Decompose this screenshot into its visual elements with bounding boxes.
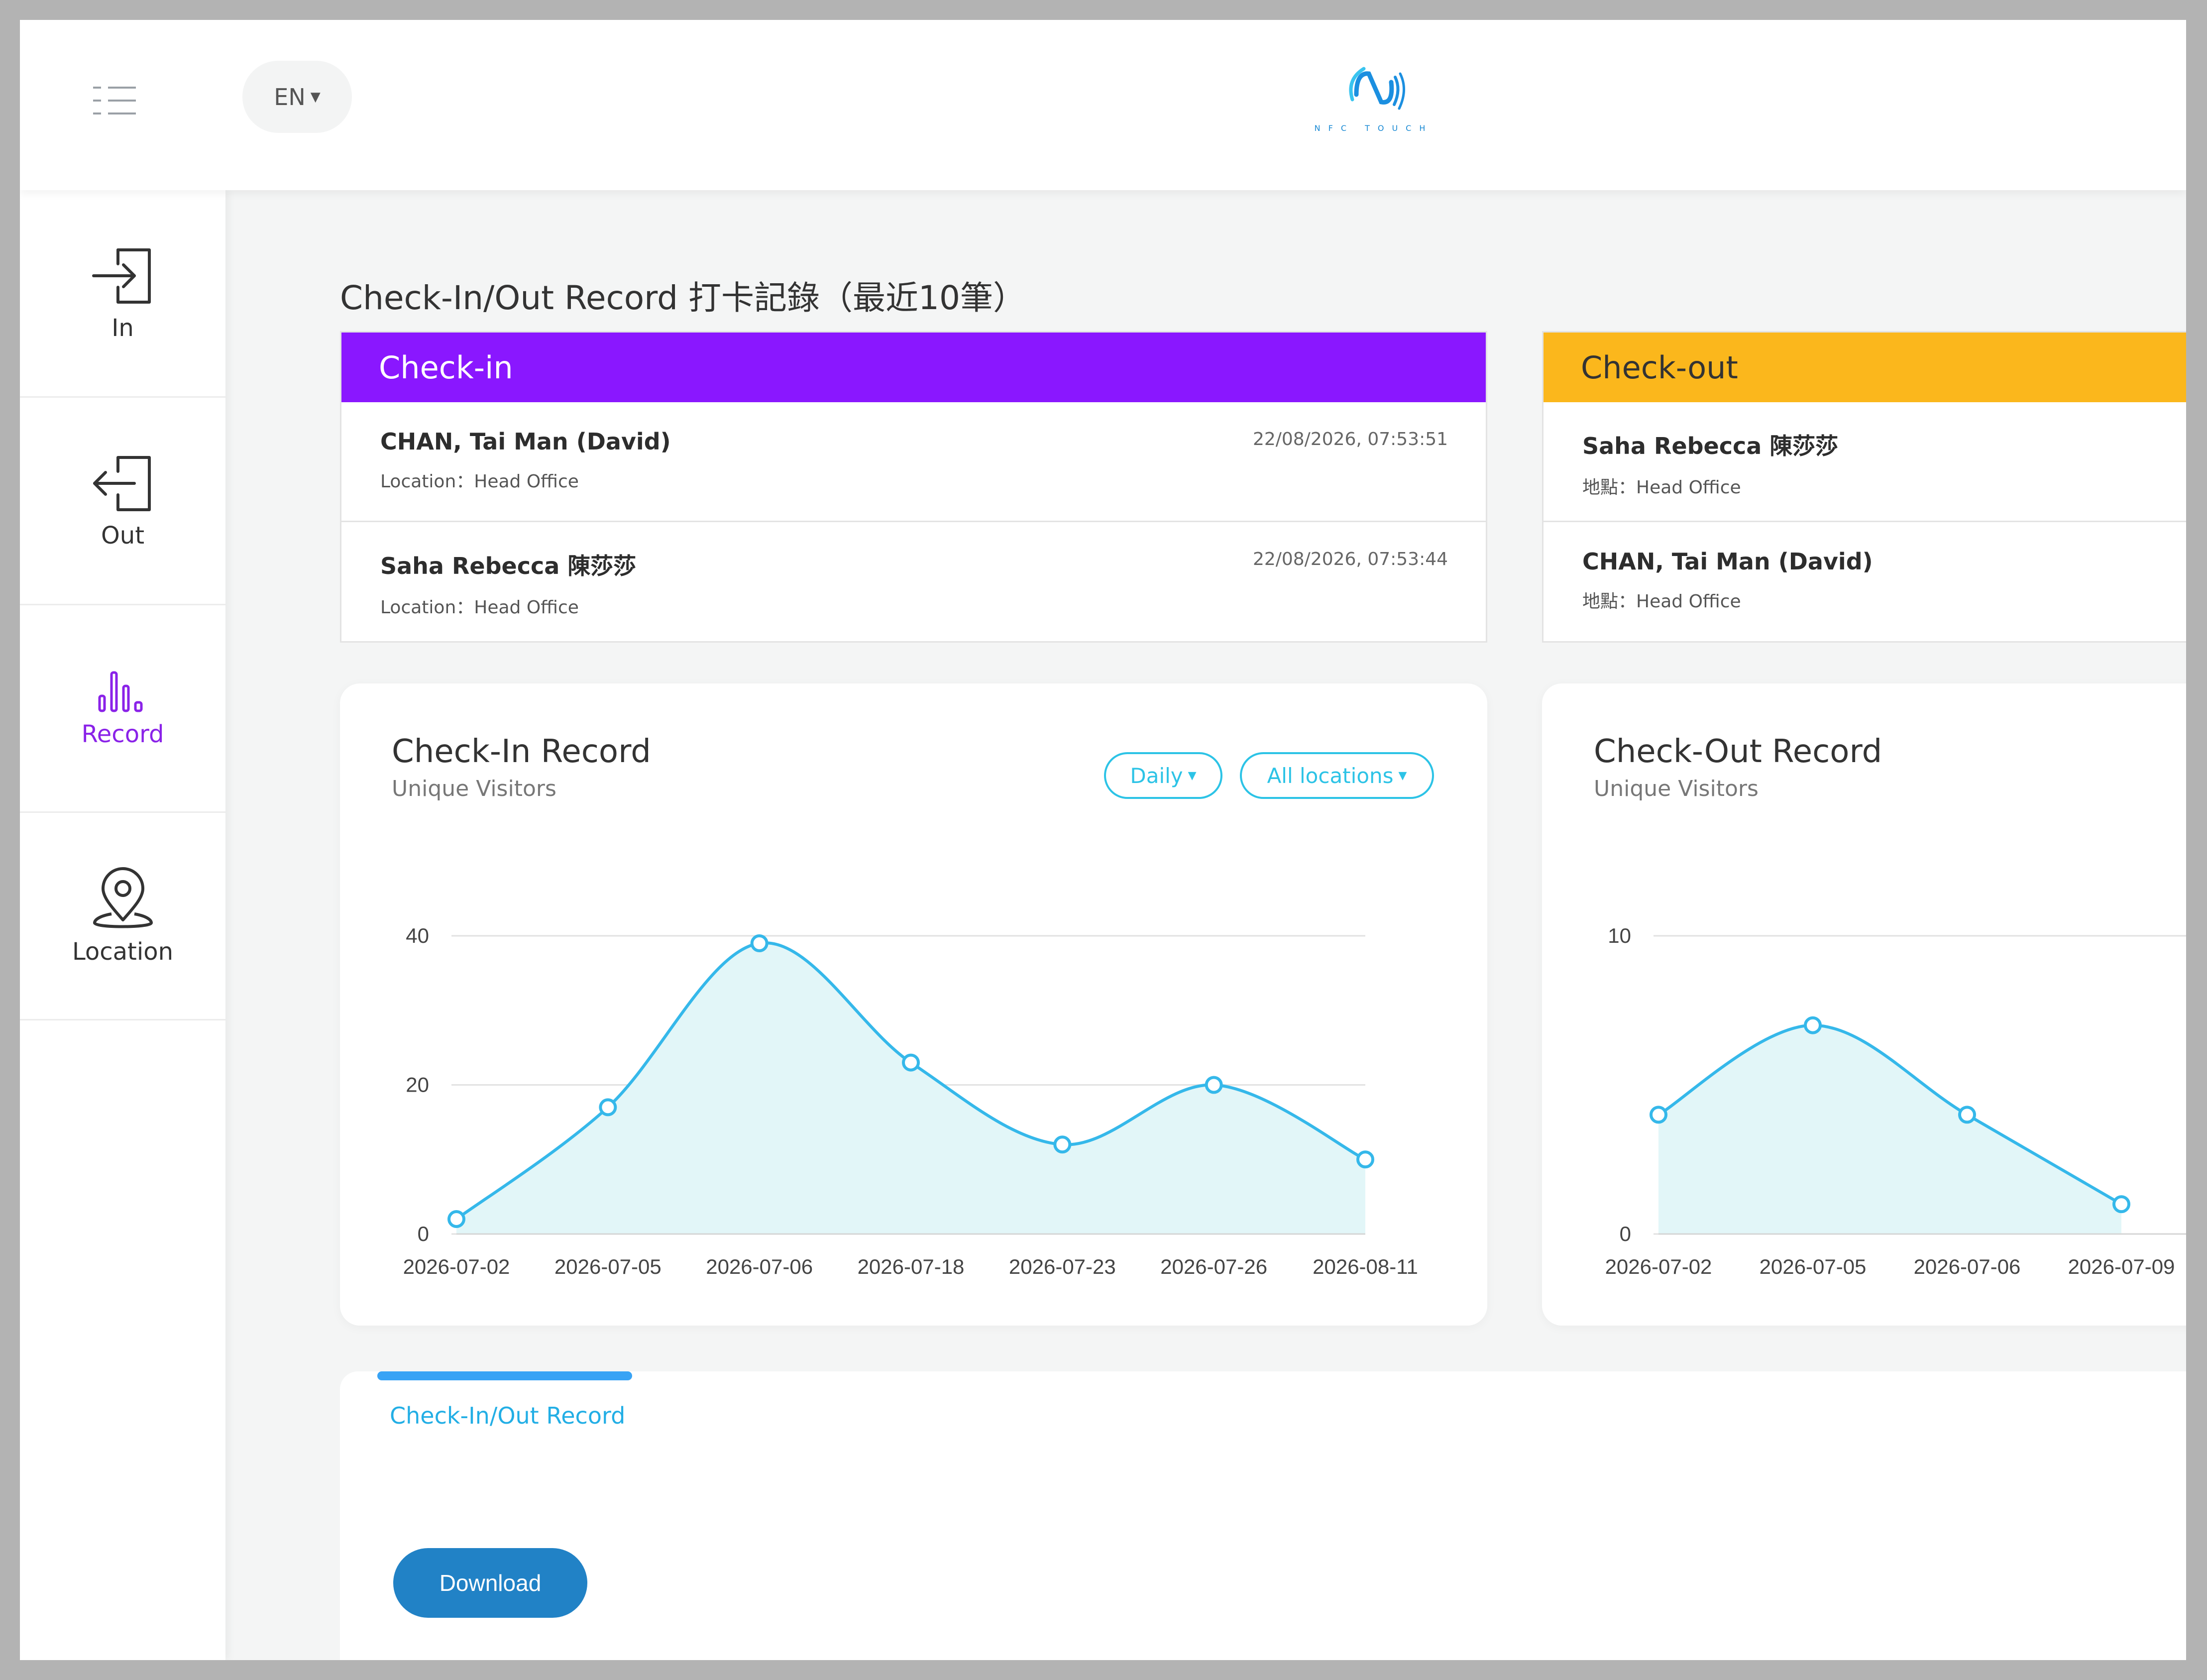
data-point bbox=[1958, 1106, 1976, 1124]
x-tick-label: 2026-07-06 bbox=[706, 1255, 813, 1278]
language-label: EN bbox=[274, 83, 306, 111]
x-tick-label: 2026-07-26 bbox=[1160, 1255, 1267, 1278]
sidebar-item-label: Out bbox=[101, 521, 145, 550]
x-tick-label: 2026-07-18 bbox=[858, 1255, 965, 1278]
checkout-panel-header: Check-out bbox=[1544, 333, 2186, 402]
sidebar-item-label: In bbox=[111, 314, 134, 342]
list-item[interactable]: CHAN, Tai Man (David) 地點：Head Office bbox=[1544, 522, 2186, 642]
checkin-panel: Check-in CHAN, Tai Man (David) Location：… bbox=[340, 331, 1487, 643]
checkin-chart-card: Check-In Record Unique Visitors Daily ▼ … bbox=[340, 683, 1487, 1326]
sidebar-item-label: Record bbox=[81, 720, 164, 748]
data-point bbox=[1804, 1016, 1822, 1034]
y-tick-label: 0 bbox=[1620, 1222, 1631, 1245]
record-location: 地點：Head Office bbox=[1582, 591, 1741, 612]
x-tick-label: 2026-07-02 bbox=[403, 1255, 510, 1278]
period-dropdown[interactable]: Daily ▼ bbox=[1104, 752, 1222, 799]
app-frame: EN ▼ NFC TOUCH In bbox=[20, 20, 2186, 1660]
sidebar-item-label: Location bbox=[72, 938, 173, 966]
series-area bbox=[1658, 1025, 2121, 1234]
data-point bbox=[902, 1053, 920, 1072]
bar-chart-icon bbox=[98, 671, 142, 712]
data-point bbox=[1053, 1135, 1072, 1154]
series-area bbox=[456, 943, 1365, 1234]
nfc-logo-icon bbox=[1349, 67, 1406, 110]
period-label: Daily bbox=[1130, 763, 1183, 788]
chart-subtitle: Unique Visitors bbox=[1594, 776, 1759, 801]
record-name: CHAN, Tai Man (David) bbox=[1582, 548, 1873, 575]
list-item[interactable]: Saha Rebecca 陳莎莎 Location：Head Office 22… bbox=[341, 522, 1486, 642]
record-name: CHAN, Tai Man (David) bbox=[380, 428, 671, 455]
language-dropdown[interactable]: EN ▼ bbox=[242, 61, 352, 133]
data-point bbox=[1205, 1076, 1223, 1094]
x-tick-label: 2026-07-05 bbox=[1760, 1255, 1867, 1278]
series-line bbox=[1657, 1023, 2122, 1206]
x-tick-label: 2026-07-02 bbox=[1605, 1255, 1712, 1278]
x-tick-label: 2026-07-09 bbox=[2068, 1255, 2175, 1278]
chart-subtitle: Unique Visitors bbox=[392, 776, 556, 801]
chart-title: Check-In Record bbox=[392, 733, 651, 770]
records-section: Check-In/Out Record Download bbox=[340, 1371, 2186, 1660]
list-item[interactable]: Saha Rebecca 陳莎莎 地點：Head Office bbox=[1544, 402, 2186, 522]
tab-indicator bbox=[377, 1371, 632, 1380]
data-point bbox=[750, 934, 769, 952]
chart-title: Check-Out Record bbox=[1594, 733, 1882, 770]
sidebar-item-in[interactable]: In bbox=[20, 190, 225, 398]
logo-text: NFC TOUCH bbox=[1314, 123, 1434, 133]
checkout-area-chart: 0 10 2026-07-02 2026-07-05 2026-07-06 2026-07… bbox=[1605, 924, 2186, 1278]
sidebar-item-out[interactable]: Out bbox=[20, 398, 225, 605]
list-item[interactable]: CHAN, Tai Man (David) Location：Head Offi… bbox=[341, 402, 1486, 522]
y-tick-label: 10 bbox=[1608, 924, 1631, 947]
data-point bbox=[2112, 1195, 2130, 1214]
y-tick-label: 0 bbox=[418, 1222, 429, 1245]
data-point bbox=[447, 1210, 465, 1229]
record-time: 22/08/2026, 07:53:51 bbox=[1252, 429, 1448, 449]
data-point bbox=[1356, 1150, 1374, 1169]
tab-checkin-out-record[interactable]: Check-In/Out Record bbox=[390, 1402, 626, 1429]
list-menu-icon[interactable] bbox=[92, 85, 137, 117]
record-name: Saha Rebecca 陳莎莎 bbox=[1582, 433, 1839, 459]
data-point bbox=[1650, 1106, 1667, 1124]
x-tick-label: 2026-07-23 bbox=[1009, 1255, 1116, 1278]
top-bar: EN ▼ NFC TOUCH bbox=[20, 20, 2186, 190]
location-filter-label: All locations bbox=[1267, 763, 1394, 788]
sign-out-icon bbox=[93, 455, 151, 511]
x-tick-label: 2026-08-11 bbox=[1313, 1255, 1418, 1278]
location-dropdown[interactable]: All locations ▼ bbox=[1240, 752, 1434, 799]
sidebar-item-record[interactable]: Record bbox=[20, 605, 225, 813]
caret-down-icon: ▼ bbox=[310, 89, 321, 105]
y-tick-label: 40 bbox=[406, 924, 429, 947]
x-tick-label: 2026-07-06 bbox=[1914, 1255, 2021, 1278]
checkin-area-chart: 0 20 40 2026-07-02 2026-07-05 2026-07-06 2026-… bbox=[403, 924, 1418, 1278]
caret-down-icon: ▼ bbox=[1398, 769, 1407, 782]
sign-in-icon bbox=[92, 248, 151, 304]
brand-logo: NFC TOUCH bbox=[1314, 60, 1434, 147]
sidebar-item-location[interactable]: Location bbox=[20, 813, 225, 1020]
record-location: 地點：Head Office bbox=[1582, 477, 1741, 498]
y-tick-label: 20 bbox=[406, 1073, 429, 1097]
page-title: Check-In/Out Record 打卡記錄（最近10筆） bbox=[340, 279, 1026, 317]
caret-down-icon: ▼ bbox=[1188, 769, 1197, 782]
checkout-panel: Check-out Saha Rebecca 陳莎莎 地點：Head Offic… bbox=[1542, 331, 2186, 643]
data-point bbox=[599, 1098, 617, 1117]
x-tick-label: 2026-07-05 bbox=[554, 1255, 662, 1278]
record-location: Location：Head Office bbox=[380, 597, 579, 618]
location-pin-icon bbox=[93, 867, 153, 928]
download-button[interactable]: Download bbox=[393, 1548, 587, 1618]
record-time: 22/08/2026, 07:53:44 bbox=[1252, 549, 1448, 569]
checkin-panel-header: Check-in bbox=[341, 333, 1486, 402]
checkout-chart-card: Check-Out Record Unique Visitors 0 10 2026… bbox=[1542, 683, 2186, 1326]
record-name: Saha Rebecca 陳莎莎 bbox=[380, 553, 637, 579]
record-location: Location：Head Office bbox=[380, 471, 579, 492]
sidebar: In Out Record bbox=[20, 190, 225, 1660]
